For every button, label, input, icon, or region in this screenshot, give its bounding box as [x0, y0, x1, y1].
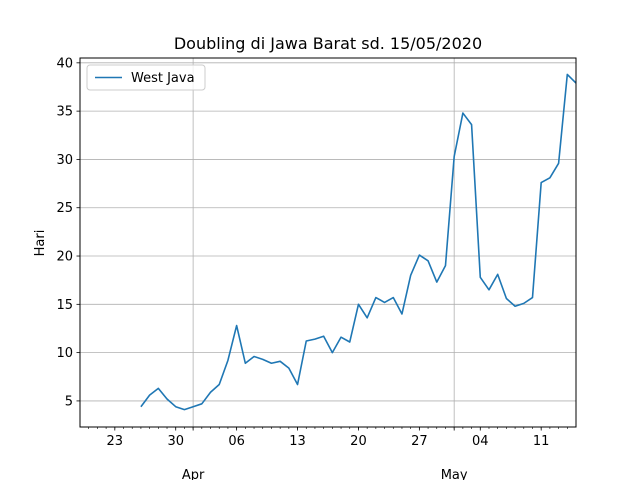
y-tick-label: 35 — [56, 105, 73, 120]
grid — [80, 58, 576, 427]
plot-lines — [140, 73, 577, 411]
y-tick-label: 20 — [56, 250, 73, 265]
legend-label: West Java — [131, 71, 195, 86]
x-month-label: Apr — [182, 468, 205, 480]
y-tick-label: 25 — [56, 201, 73, 216]
y-tick-label: 5 — [65, 394, 73, 409]
x-month-label: May — [441, 468, 468, 480]
x-tick-label: 13 — [289, 434, 306, 449]
x-axis: 23 30 06 13 20 27 04 11 Apr May — [88, 427, 568, 480]
y-tick-label: 30 — [56, 153, 73, 168]
y-tick-label: 10 — [56, 346, 73, 361]
y-axis: 5 10 15 20 25 30 35 40 — [56, 56, 80, 409]
legend-box — [86, 64, 206, 91]
x-tick-label: 30 — [167, 434, 184, 449]
x-tick-label: 06 — [228, 434, 245, 449]
plot-frame — [79, 57, 577, 428]
x-tick-label: 20 — [350, 434, 367, 449]
y-axis-label: Hari — [33, 230, 48, 257]
y-tick-label: 15 — [56, 298, 73, 313]
series-line-0 — [140, 73, 577, 411]
x-tick-label: 04 — [472, 434, 489, 449]
x-tick-label: 11 — [533, 434, 550, 449]
chart-title: Doubling di Jawa Barat sd. 15/05/2020 — [174, 34, 482, 53]
legend: West Java — [86, 64, 206, 91]
x-tick-label: 27 — [411, 434, 428, 449]
x-tick-label: 23 — [107, 434, 124, 449]
y-tick-label: 40 — [56, 56, 73, 71]
